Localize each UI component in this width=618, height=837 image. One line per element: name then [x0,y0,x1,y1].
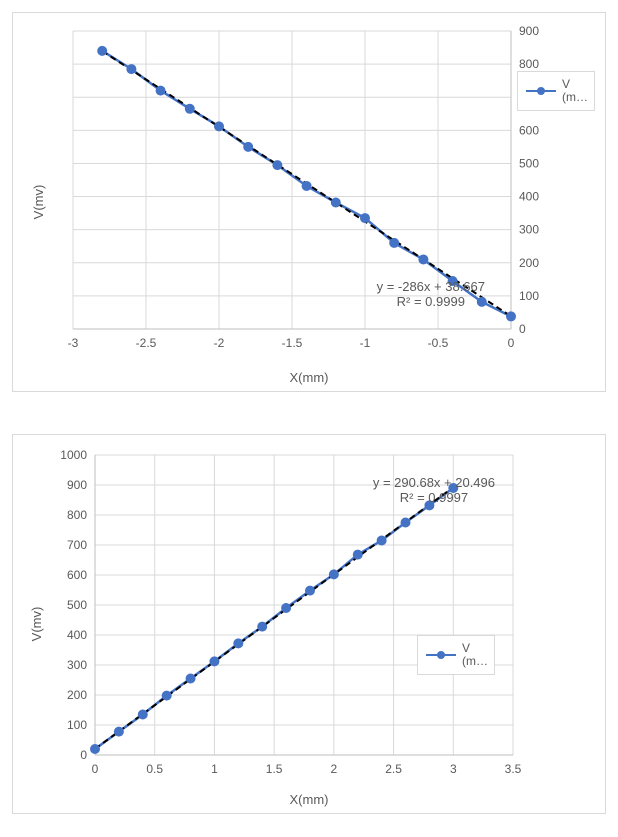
svg-text:500: 500 [67,598,87,612]
data-point [360,213,370,223]
data-point [162,691,172,701]
chart-svg: 0 100 200 300 400 500 600 700 800 900 1000 0 0.5 1 1.5… [13,435,607,815]
legend-swatch [526,86,556,96]
svg-text:-2.5: -2.5 [136,336,157,350]
y-axis-title: V(mv) [29,607,44,642]
svg-text:500: 500 [519,156,539,170]
svg-text:0: 0 [519,322,526,336]
data-point [243,142,253,152]
data-point [331,198,341,208]
svg-text:-1.5: -1.5 [282,336,303,350]
data-point [281,603,291,613]
data-point [506,311,516,321]
svg-text:3.5: 3.5 [505,762,522,776]
svg-text:900: 900 [67,478,87,492]
svg-text:0: 0 [508,336,515,350]
data-point [353,550,363,560]
trendline-equation: y = -286x + 38.667R² = 0.9999 [377,279,485,309]
svg-text:-0.5: -0.5 [428,336,449,350]
r-squared-text: R² = 0.9999 [377,294,485,309]
legend-swatch [426,650,456,660]
data-point [185,104,195,114]
svg-text:600: 600 [519,123,539,137]
data-point [418,254,428,264]
legend-label: V(m… [462,642,488,668]
y-axis-title: V(mv) [31,185,46,220]
legend-label: V(m… [562,78,588,104]
data-point [401,518,411,528]
svg-text:800: 800 [67,508,87,522]
data-point [257,622,267,632]
data-point [377,536,387,546]
data-point [389,238,399,248]
svg-text:2.5: 2.5 [385,762,402,776]
svg-text:0: 0 [80,748,87,762]
data-point [233,638,243,648]
data-point [209,656,219,666]
svg-text:1000: 1000 [60,448,87,462]
data-point [156,86,166,96]
data-point [302,181,312,191]
x-axis-title: X(mm) [290,792,329,807]
data-point [272,160,282,170]
svg-text:200: 200 [67,688,87,702]
svg-text:1.5: 1.5 [266,762,283,776]
legend: V(m… [417,635,495,675]
data-point [126,64,136,74]
svg-text:-2: -2 [214,336,225,350]
svg-text:100: 100 [519,289,539,303]
svg-text:900: 900 [519,24,539,38]
svg-text:400: 400 [519,190,539,204]
equation-text: y = -286x + 38.667 [377,279,485,294]
svg-text:1: 1 [211,762,218,776]
data-point [305,586,315,596]
data-point [214,121,224,131]
data-point [114,727,124,737]
svg-text:800: 800 [519,57,539,71]
svg-text:300: 300 [519,223,539,237]
svg-text:3: 3 [450,762,457,776]
chart: 0100200300400500600700800900-3-2.5-2-1.5… [12,12,606,392]
data-point [90,744,100,754]
svg-text:-1: -1 [360,336,371,350]
svg-text:300: 300 [67,658,87,672]
x-axis-title: X(mm) [290,370,329,385]
trendline-equation: y = 290.68x + 20.496R² = 0.9997 [373,475,495,505]
svg-text:200: 200 [519,256,539,270]
svg-text:100: 100 [67,718,87,732]
chart-svg: 0100200300400500600700800900-3-2.5-2-1.5… [13,13,607,393]
svg-text:700: 700 [67,538,87,552]
data-point [138,710,148,720]
data-point [329,569,339,579]
svg-text:0: 0 [92,762,99,776]
r-squared-text: R² = 0.9997 [373,490,495,505]
data-point [186,674,196,684]
svg-text:2: 2 [331,762,338,776]
chart: 0 100 200 300 400 500 600 700 800 900 1000 0 0.5 1 1.5… [12,434,606,814]
equation-text: y = 290.68x + 20.496 [373,475,495,490]
legend: V(m… [517,71,595,111]
data-point [97,46,107,56]
svg-text:600: 600 [67,568,87,582]
svg-text:400: 400 [67,628,87,642]
svg-text:0.5: 0.5 [146,762,163,776]
svg-text:-3: -3 [68,336,79,350]
